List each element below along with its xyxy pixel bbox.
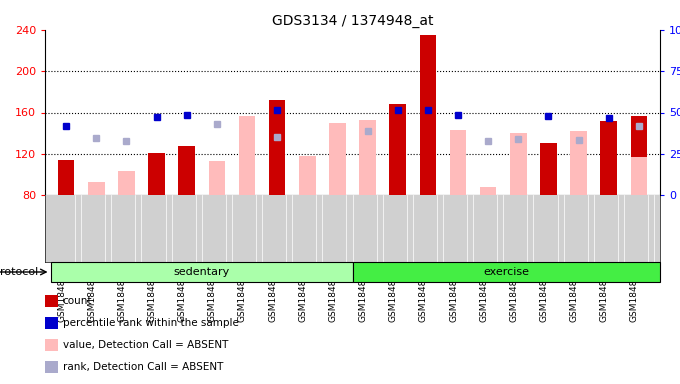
Bar [45, 339, 58, 351]
Bar [600, 121, 617, 195]
Bar [58, 160, 74, 195]
Bar [45, 317, 58, 329]
Bar [51, 262, 352, 282]
Bar [118, 171, 135, 195]
Text: protocol: protocol [0, 267, 38, 277]
Title: GDS3134 / 1374948_at: GDS3134 / 1374948_at [272, 13, 433, 28]
Bar [239, 116, 255, 195]
Bar [209, 161, 225, 195]
Bar [88, 182, 105, 195]
Bar [630, 157, 647, 195]
Text: sedentary: sedentary [173, 267, 230, 277]
Bar [510, 133, 526, 195]
Bar [540, 144, 557, 195]
Bar [45, 361, 58, 373]
Bar [269, 100, 286, 195]
Bar [359, 120, 376, 195]
Bar [390, 104, 406, 195]
Bar [148, 153, 165, 195]
Text: percentile rank within the sample: percentile rank within the sample [63, 318, 239, 328]
Bar [45, 295, 58, 307]
Bar [329, 123, 345, 195]
Text: value, Detection Call = ABSENT: value, Detection Call = ABSENT [63, 340, 228, 350]
Bar [630, 116, 647, 195]
Bar [209, 161, 225, 195]
Bar [571, 131, 587, 195]
Bar [449, 130, 466, 195]
Text: count: count [63, 296, 92, 306]
Bar [299, 156, 316, 195]
Text: rank, Detection Call = ABSENT: rank, Detection Call = ABSENT [63, 362, 223, 372]
Bar [352, 262, 660, 282]
Text: exercise: exercise [483, 267, 529, 277]
Bar [420, 35, 436, 195]
Bar [480, 187, 496, 195]
Bar [178, 146, 195, 195]
